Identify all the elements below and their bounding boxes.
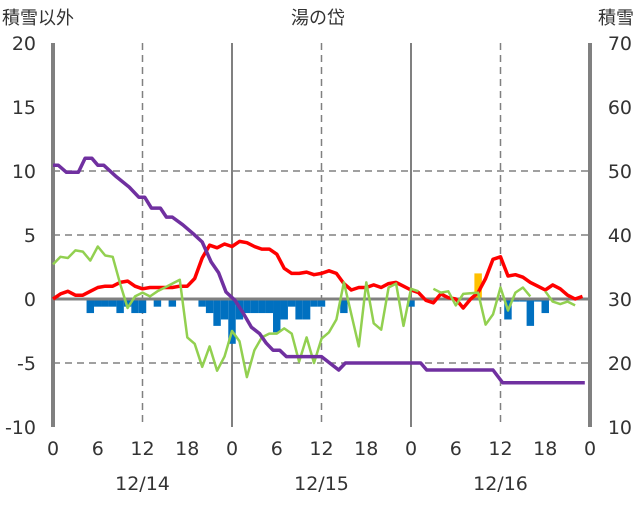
right-axis-title: 積雪 [598,8,634,29]
blue-bar [213,299,221,326]
blue-bar [228,299,236,344]
x-tick-label: 0 [226,438,238,460]
right-tick-label: 10 [608,417,632,439]
bars [86,273,549,344]
grid [53,43,590,427]
right-tick-label: 30 [608,289,632,311]
left-tick-label: -5 [17,353,36,375]
blue-bar [541,299,549,314]
blue-bar [310,299,318,307]
orange-bar [474,273,482,299]
right-tick-label: 70 [608,33,632,55]
blue-bar [116,299,124,314]
blue-bar [250,299,259,314]
left-tick-label: 5 [24,225,36,247]
blue-bar [220,299,229,320]
blue-bar [153,299,162,307]
blue-bar [340,299,348,314]
green-series-line [544,290,576,307]
x-tick-label: 18 [533,438,557,460]
green-series-line [432,286,532,326]
axes [51,43,592,427]
right-tick-label: 60 [608,97,632,119]
red-series-line [52,239,584,310]
x-tick-label: 0 [47,438,59,460]
left-tick-label: 15 [12,97,36,119]
series-lines [52,156,585,385]
blue-bar [131,299,139,314]
blue-bar [138,299,147,314]
blue-bar [317,299,326,307]
chart-title: 湯の岱 [291,8,345,29]
x-tick-label: 6 [271,438,283,460]
blue-bar [258,299,266,314]
x-tick-label: 18 [354,438,378,460]
left-tick-label: 20 [12,33,36,55]
green-series-line [52,245,419,379]
x-tick-label: 0 [584,438,596,460]
date-label: 12/15 [294,473,349,495]
blue-bar [526,299,535,326]
blue-bar [205,299,214,314]
blue-bar [168,299,177,307]
left-tick-label: 10 [12,161,36,183]
left-tick-label: 0 [24,289,36,311]
blue-bar [243,299,251,314]
blue-bar [94,299,102,307]
blue-bar [280,299,288,320]
x-tick-label: 12 [130,438,154,460]
x-tick-label: 18 [175,438,199,460]
blue-bar [407,299,415,307]
date-label: 12/16 [473,473,528,495]
left-tick-label: -10 [5,417,36,439]
left-axis-title: 積雪以外 [2,8,74,29]
blue-bar [287,299,296,307]
blue-bar [123,299,132,307]
right-tick-label: 20 [608,353,632,375]
x-tick-label: 6 [92,438,104,460]
blue-bar [302,299,311,320]
blue-bar [295,299,303,320]
x-tick-label: 12 [309,438,333,460]
blue-bar [265,299,274,314]
blue-bar [101,299,109,307]
date-label: 12/14 [115,473,170,495]
blue-bar [108,299,117,307]
x-tick-label: 12 [488,438,512,460]
x-tick-label: 0 [405,438,417,460]
x-tick-label: 6 [450,438,462,460]
blue-bar [86,299,95,314]
blue-bar [273,299,281,333]
right-tick-label: 50 [608,161,632,183]
blue-bar [198,299,206,307]
purple-series-line [53,156,585,385]
right-tick-label: 40 [608,225,632,247]
